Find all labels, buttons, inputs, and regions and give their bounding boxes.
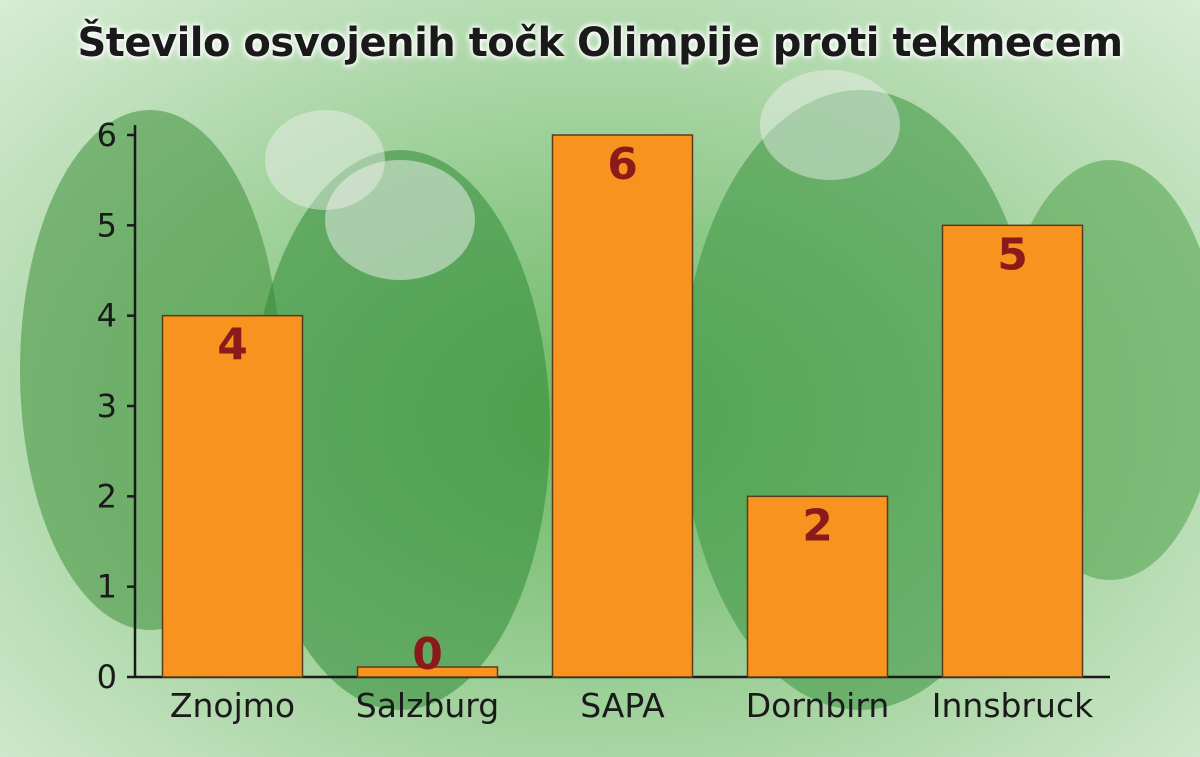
y-tick-label: 1 bbox=[97, 568, 117, 606]
y-tick-label: 0 bbox=[97, 658, 117, 696]
x-tick-label: Innsbruck bbox=[932, 686, 1094, 725]
bar-innsbruck bbox=[941, 224, 1084, 678]
bar-dornbirn bbox=[746, 495, 889, 678]
data-label: 0 bbox=[412, 629, 443, 680]
background-helmet-shape bbox=[760, 70, 900, 180]
y-tick-label: 5 bbox=[97, 206, 117, 244]
y-tick-label: 3 bbox=[97, 387, 117, 425]
y-tick-label: 4 bbox=[97, 297, 117, 335]
bars bbox=[161, 134, 1084, 678]
data-label: 5 bbox=[997, 229, 1028, 280]
bar-sapa bbox=[551, 134, 694, 678]
data-label: 2 bbox=[802, 500, 833, 551]
x-tick-label: Dornbirn bbox=[746, 686, 890, 725]
y-tick-label: 2 bbox=[97, 477, 117, 515]
data-label: 4 bbox=[217, 320, 248, 371]
x-tick-label: SAPA bbox=[580, 686, 665, 725]
background-helmet-shape bbox=[325, 160, 475, 280]
bar-salzburg bbox=[356, 666, 499, 678]
labels: 4 Znojmo 0 Salzburg 6 SAPA 2 Dornbirn 5 Innsbruck bbox=[170, 139, 1094, 725]
data-label: 6 bbox=[607, 139, 638, 190]
y-tick-label: 6 bbox=[97, 116, 117, 154]
bar-znojmo bbox=[161, 314, 304, 678]
chart-title: Število osvojenih točk Olimpije proti te… bbox=[77, 20, 1123, 66]
x-tick-label: Salzburg bbox=[356, 686, 499, 725]
x-tick-label: Znojmo bbox=[170, 686, 295, 725]
